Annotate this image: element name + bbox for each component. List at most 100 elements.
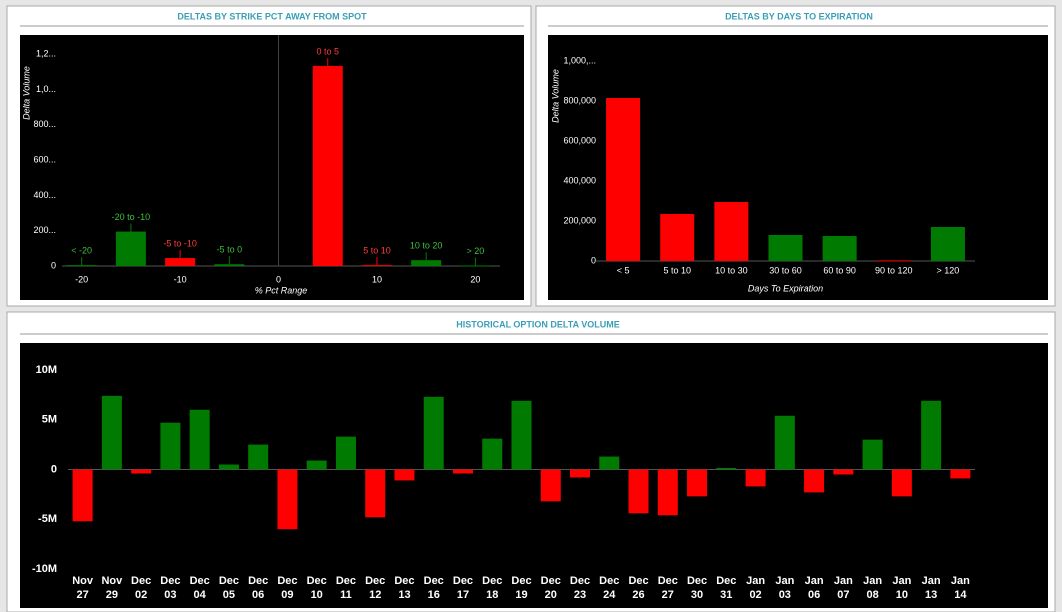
- bar: [394, 469, 415, 481]
- x-tick-label: > 120: [937, 265, 960, 275]
- x-axis-label: % Pct Range: [255, 285, 308, 295]
- bar: [540, 469, 561, 502]
- bar: [248, 444, 269, 470]
- x-tick-label: 27: [662, 589, 674, 601]
- x-tick-label: -10: [174, 274, 187, 284]
- x-tick-label: 24: [603, 589, 616, 601]
- x-tick-label: Jan: [922, 575, 941, 587]
- x-tick-label: Jan: [892, 575, 911, 587]
- x-tick-label: Dec: [687, 575, 707, 587]
- bar: [950, 469, 971, 479]
- y-tick-label: -10M: [32, 563, 57, 575]
- bar: [628, 469, 649, 514]
- x-tick-label: Dec: [219, 575, 239, 587]
- y-tick-label: 1,0...: [36, 84, 56, 94]
- plot-background: [20, 35, 524, 300]
- x-tick-label: 11: [340, 589, 352, 601]
- x-tick-label: Dec: [599, 575, 619, 587]
- x-tick-label: Dec: [277, 575, 297, 587]
- bar: [460, 265, 491, 267]
- x-tick-label: Dec: [394, 575, 414, 587]
- x-tick-label: 10: [896, 589, 908, 601]
- x-tick-label: 29: [106, 589, 118, 601]
- x-tick-label: 10: [372, 274, 382, 284]
- x-tick-label: Nov: [101, 575, 123, 587]
- x-tick-label: 06: [808, 589, 820, 601]
- x-tick-label: 02: [749, 589, 761, 601]
- x-tick-label: Jan: [746, 575, 765, 587]
- x-tick-label: 16: [428, 589, 440, 601]
- bar: [606, 98, 641, 261]
- x-tick-label: Dec: [716, 575, 736, 587]
- bar: [833, 469, 854, 475]
- x-tick-label: 26: [632, 589, 644, 601]
- x-tick-label: 10: [311, 589, 323, 601]
- y-tick-label: 0: [591, 255, 596, 265]
- x-tick-label: Dec: [628, 575, 648, 587]
- x-tick-label: Nov: [72, 575, 94, 587]
- x-tick-label: Dec: [248, 575, 268, 587]
- x-tick-label: Jan: [863, 575, 882, 587]
- data-label: < -20: [71, 245, 92, 255]
- x-tick-label: Jan: [775, 575, 794, 587]
- y-tick-label: 1,2...: [36, 49, 56, 59]
- data-label: 10 to 20: [410, 241, 443, 251]
- panel-title: DELTAS BY STRIKE PCT AWAY FROM SPOT: [177, 11, 367, 21]
- bar: [774, 415, 795, 470]
- bar: [165, 258, 196, 266]
- bar: [423, 396, 444, 470]
- x-tick-label: -20: [75, 274, 88, 284]
- x-tick-label: 20: [470, 274, 480, 284]
- y-tick-label: 400...: [33, 190, 56, 200]
- x-tick-label: 17: [457, 589, 469, 601]
- x-tick-label: 12: [369, 589, 381, 601]
- bar: [570, 469, 591, 478]
- x-tick-label: 06: [252, 589, 264, 601]
- x-tick-label: 02: [135, 589, 147, 601]
- x-tick-label: 27: [77, 589, 89, 601]
- x-tick-label: 23: [574, 589, 586, 601]
- x-tick-label: Dec: [658, 575, 678, 587]
- x-tick-label: 30 to 60: [769, 265, 802, 275]
- x-tick-label: Dec: [131, 575, 151, 587]
- x-tick-label: Dec: [336, 575, 356, 587]
- x-tick-label: Dec: [511, 575, 531, 587]
- x-tick-label: 09: [281, 589, 293, 601]
- x-tick-label: Dec: [453, 575, 473, 587]
- y-tick-label: 200,000: [563, 215, 596, 225]
- y-tick-label: 200...: [33, 225, 56, 235]
- bar: [277, 469, 298, 530]
- bar: [482, 438, 503, 470]
- data-label: -5 to -10: [163, 238, 197, 248]
- data-label: -5 to 0: [217, 245, 243, 255]
- bar: [101, 395, 122, 470]
- bar: [66, 265, 97, 267]
- data-label: > 20: [467, 246, 485, 256]
- x-tick-label: 07: [837, 589, 849, 601]
- x-tick-label: 18: [486, 589, 498, 601]
- y-tick-label: 0: [51, 463, 57, 475]
- bar: [716, 468, 737, 470]
- x-tick-label: 13: [925, 589, 937, 601]
- x-axis-label: Days To Expiration: [748, 283, 823, 293]
- bar: [411, 260, 442, 266]
- x-tick-label: 03: [779, 589, 791, 601]
- y-tick-label: 800...: [33, 119, 56, 129]
- data-label: 5 to 10: [363, 245, 391, 255]
- x-tick-label: 90 to 120: [875, 265, 913, 275]
- bar: [768, 235, 803, 261]
- bar: [115, 231, 146, 266]
- x-tick-label: Dec: [482, 575, 502, 587]
- bar: [804, 469, 825, 493]
- x-tick-label: Dec: [190, 575, 210, 587]
- bar: [361, 265, 392, 267]
- bar: [511, 400, 532, 470]
- bar: [930, 227, 965, 261]
- bar: [891, 469, 912, 497]
- y-tick-label: -5M: [38, 513, 57, 525]
- x-tick-label: Jan: [834, 575, 853, 587]
- x-tick-label: Jan: [805, 575, 824, 587]
- bar: [876, 260, 911, 262]
- x-tick-label: 13: [398, 589, 410, 601]
